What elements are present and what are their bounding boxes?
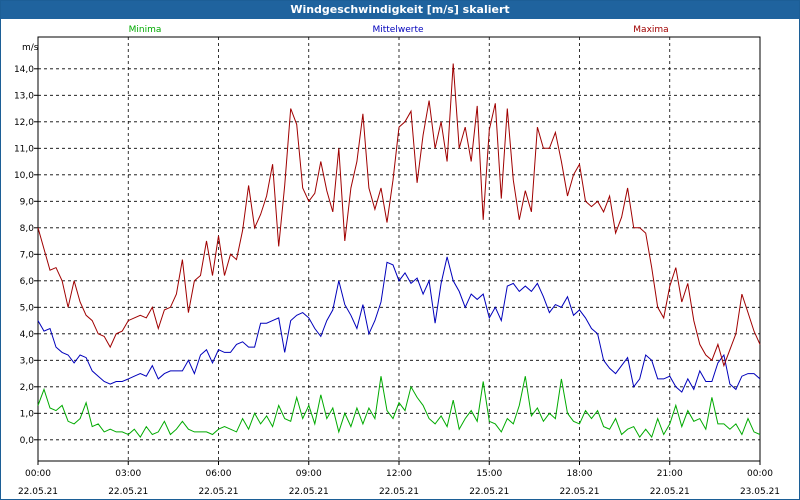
series-line-maxima: [37, 63, 761, 368]
legend-entry-maxima: Maxima: [633, 25, 668, 35]
x-tick-time: 09:00: [296, 469, 322, 479]
y-tick-label: 1,0: [20, 409, 35, 419]
x-tick-time: 00:00: [25, 469, 51, 479]
legend: Minima Mittelwerte Maxima: [129, 25, 669, 35]
x-tick-date: 22.05.21: [18, 487, 58, 497]
y-tick-label: 14,0: [14, 65, 34, 75]
series-line-mittelwerte: [37, 256, 761, 393]
x-tick-time: 00:00: [747, 469, 773, 479]
x-tick-time: 12:00: [386, 469, 412, 479]
x-tick-time: 21:00: [657, 469, 683, 479]
x-tick-labels: 00:00 22.05.21 03:00 22.05.21 06:00 22.05.21 0…: [18, 461, 780, 497]
x-tick-date: 22.05.21: [108, 487, 148, 497]
x-tick-time: 18:00: [567, 469, 593, 479]
y-tick-label: 3,0: [20, 356, 35, 366]
chart-title: Windgeschwindigkeit [m/s] skaliert: [1, 1, 799, 19]
y-tick-label: 6,0: [20, 277, 35, 287]
legend-entry-minima: Minima: [129, 25, 162, 35]
y-tick-label: 9,0: [20, 197, 35, 207]
x-tick-date: 22.05.21: [650, 487, 690, 497]
y-tick-label: 12,0: [14, 118, 34, 128]
x-tick-date: 22.05.21: [469, 487, 509, 497]
y-tick-label: 5,0: [20, 303, 35, 313]
x-tick-time: 15:00: [476, 469, 502, 479]
y-tick-label: 13,0: [14, 91, 34, 101]
series-line-minima: [37, 376, 761, 439]
y-tick-label: 2,0: [20, 383, 35, 393]
x-tick-date: 23.05.21: [740, 487, 780, 497]
y-tick-label: 11,0: [14, 144, 34, 154]
series-lines: [37, 63, 761, 439]
y-axis-label: m/s: [22, 43, 39, 53]
legend-entry-mittelwerte: Mittelwerte: [372, 25, 423, 35]
x-tick-date: 22.05.21: [198, 487, 238, 497]
y-tick-label: 8,0: [20, 224, 35, 234]
x-tick-time: 03:00: [115, 469, 141, 479]
x-tick-date: 22.05.21: [289, 487, 329, 497]
x-tick-date: 22.05.21: [559, 487, 599, 497]
y-tick-label: 10,0: [14, 171, 34, 181]
y-tick-label: 7,0: [20, 250, 35, 260]
x-tick-time: 06:00: [206, 469, 232, 479]
y-tick-label: 0,0: [20, 436, 35, 446]
x-tick-date: 22.05.21: [379, 487, 419, 497]
y-tick-labels: 0,0 1,0 2,0 3,0 4,0 5,0 6,0 7,0 8,0 9,0 10,0 11,0 12…: [14, 65, 38, 446]
y-tick-label: 4,0: [20, 330, 35, 340]
vertical-gridlines: [127, 37, 671, 461]
